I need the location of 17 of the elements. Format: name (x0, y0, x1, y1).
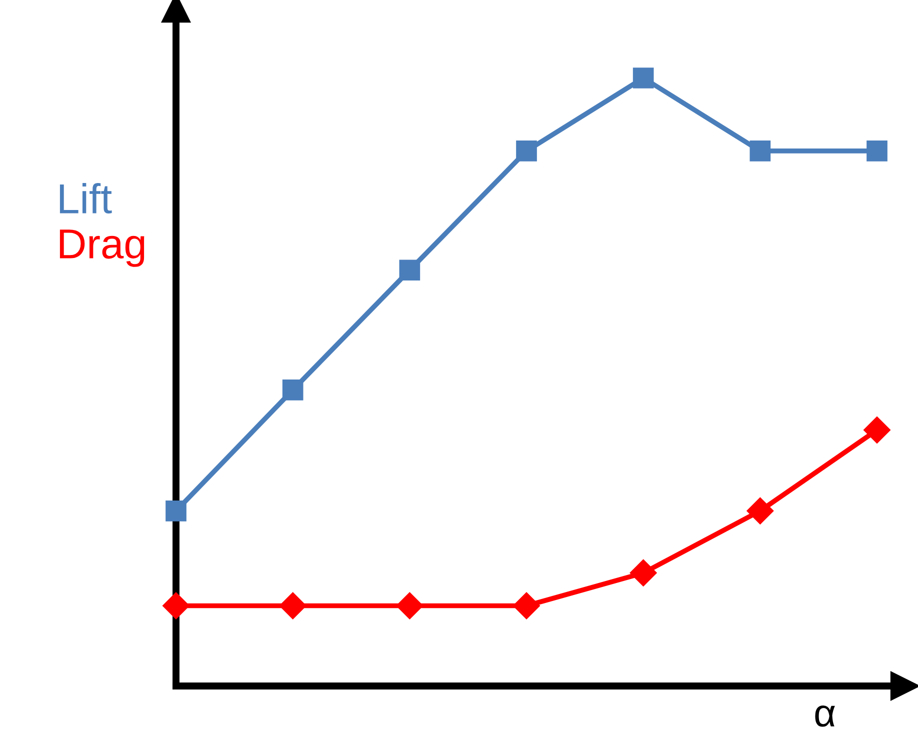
point (282, 379, 304, 400)
point (746, 497, 774, 524)
point (630, 559, 657, 586)
point (750, 140, 771, 162)
point (399, 260, 420, 281)
point (396, 592, 424, 620)
point (279, 592, 306, 620)
point (866, 140, 888, 162)
point (864, 416, 890, 444)
point (166, 500, 186, 522)
point (513, 592, 540, 620)
text: Drag (60, 230, 144, 267)
point (516, 140, 537, 162)
text: Lift (60, 182, 112, 214)
x-axis-title: α (815, 705, 835, 727)
point (632, 68, 654, 88)
point (162, 592, 190, 620)
